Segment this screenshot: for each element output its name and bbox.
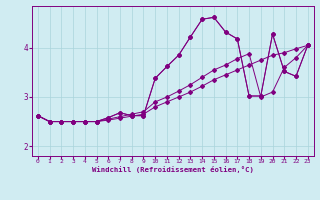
X-axis label: Windchill (Refroidissement éolien,°C): Windchill (Refroidissement éolien,°C) — [92, 166, 254, 173]
